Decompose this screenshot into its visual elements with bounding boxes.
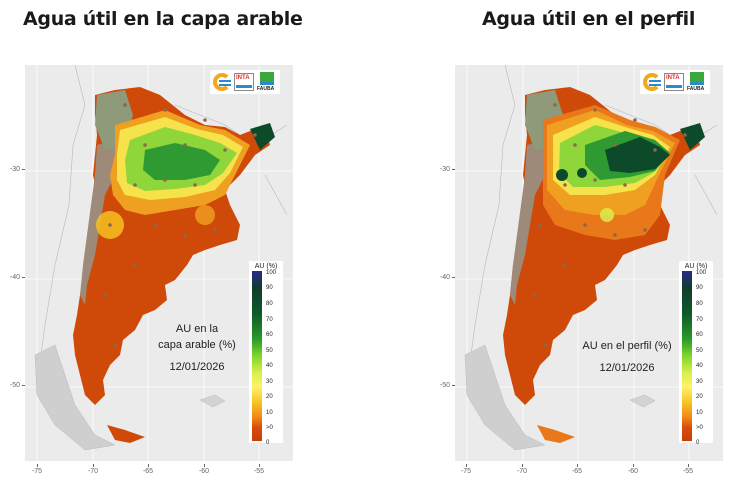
panel-title-perfil: Agua útil en el perfil [482, 8, 696, 30]
x-tick: -65 [138, 464, 158, 475]
legend-labels: 100 90 80 70 60 50 40 30 20 10 >0 0 [266, 270, 277, 446]
panel-title-capa-arable: Agua útil en la capa arable [23, 8, 303, 30]
map-annotation: AU en la capa arable (%) 12/01/2026 [147, 321, 247, 375]
map-plot-area: INTA FAUBA AU en la capa arable (%) 12/0… [25, 65, 293, 461]
x-tick: -55 [678, 464, 698, 475]
fauba-logo-icon: FAUBA [257, 72, 277, 92]
y-tick: -40 [430, 274, 455, 281]
inta-logo-icon: INTA [234, 73, 254, 91]
sun-waves-logo-icon [643, 73, 661, 91]
color-legend: AU (%) 100 90 80 70 60 50 40 30 20 10 >0… [249, 261, 283, 446]
y-tick: -30 [0, 166, 25, 173]
x-tick: -75 [456, 464, 476, 475]
legend-title: AU (%) [684, 263, 708, 270]
x-tick: -70 [512, 464, 532, 475]
fauba-logo-icon: FAUBA [687, 72, 707, 92]
legend-labels: 100 90 80 70 60 50 40 30 20 10 >0 0 [696, 270, 707, 446]
x-tick: -60 [623, 464, 643, 475]
map-panel-capa-arable: INTA FAUBA AU en la capa arable (%) 12/0… [0, 64, 300, 483]
y-tick: -50 [0, 382, 25, 389]
x-tick: -65 [567, 464, 587, 475]
y-tick: -50 [430, 382, 455, 389]
x-tick: -70 [83, 464, 103, 475]
institution-logos: INTA FAUBA [210, 70, 280, 94]
legend-color-bar [252, 271, 262, 441]
inta-logo-icon: INTA [664, 73, 684, 91]
map-annotation: AU en el perfil (%) 12/01/2026 [573, 338, 681, 376]
color-legend: AU (%) 100 90 80 70 60 50 40 30 20 10 >0… [679, 261, 713, 446]
y-tick: -40 [0, 274, 25, 281]
x-tick: -55 [249, 464, 269, 475]
legend-title: AU (%) [254, 263, 278, 270]
annotation-line-1: AU en la [175, 323, 219, 335]
map-panel-perfil: INTA FAUBA AU en el perfil (%) 12/01/202… [430, 64, 730, 483]
legend-color-bar [682, 271, 692, 441]
y-tick: -30 [430, 166, 455, 173]
annotation-line-2: capa arable (%) [158, 339, 236, 351]
annotation-date: 12/01/2026 [599, 362, 655, 374]
sun-waves-logo-icon [213, 73, 231, 91]
annotation-line-1: AU en el perfil (%) [582, 340, 672, 352]
annotation-date: 12/01/2026 [169, 361, 225, 373]
institution-logos: INTA FAUBA [640, 70, 710, 94]
argentina-map-capa-arable [25, 65, 293, 461]
argentina-map-perfil [455, 65, 723, 461]
map-plot-area: INTA FAUBA AU en el perfil (%) 12/01/202… [455, 65, 723, 461]
x-tick: -75 [27, 464, 47, 475]
x-tick: -60 [194, 464, 214, 475]
